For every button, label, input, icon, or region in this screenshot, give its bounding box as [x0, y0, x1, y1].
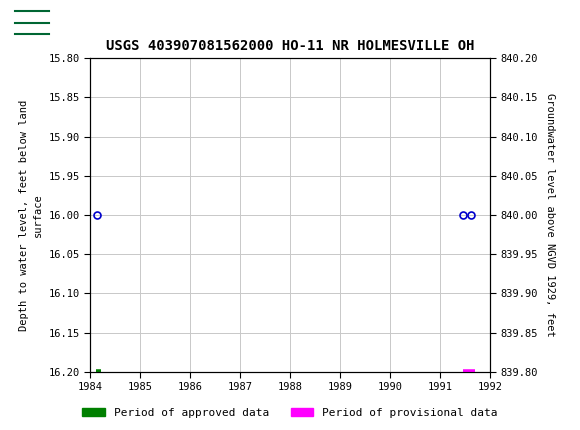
Title: USGS 403907081562000 HO-11 NR HOLMESVILLE OH: USGS 403907081562000 HO-11 NR HOLMESVILL…: [106, 39, 474, 53]
Bar: [12, 4, 52, 41]
Legend: Period of approved data, Period of provisional data: Period of approved data, Period of provi…: [78, 403, 502, 422]
Text: USGS: USGS: [67, 13, 126, 32]
Y-axis label: Groundwater level above NGVD 1929, feet: Groundwater level above NGVD 1929, feet: [545, 93, 554, 337]
Y-axis label: Depth to water level, feet below land
surface: Depth to water level, feet below land su…: [20, 99, 43, 331]
